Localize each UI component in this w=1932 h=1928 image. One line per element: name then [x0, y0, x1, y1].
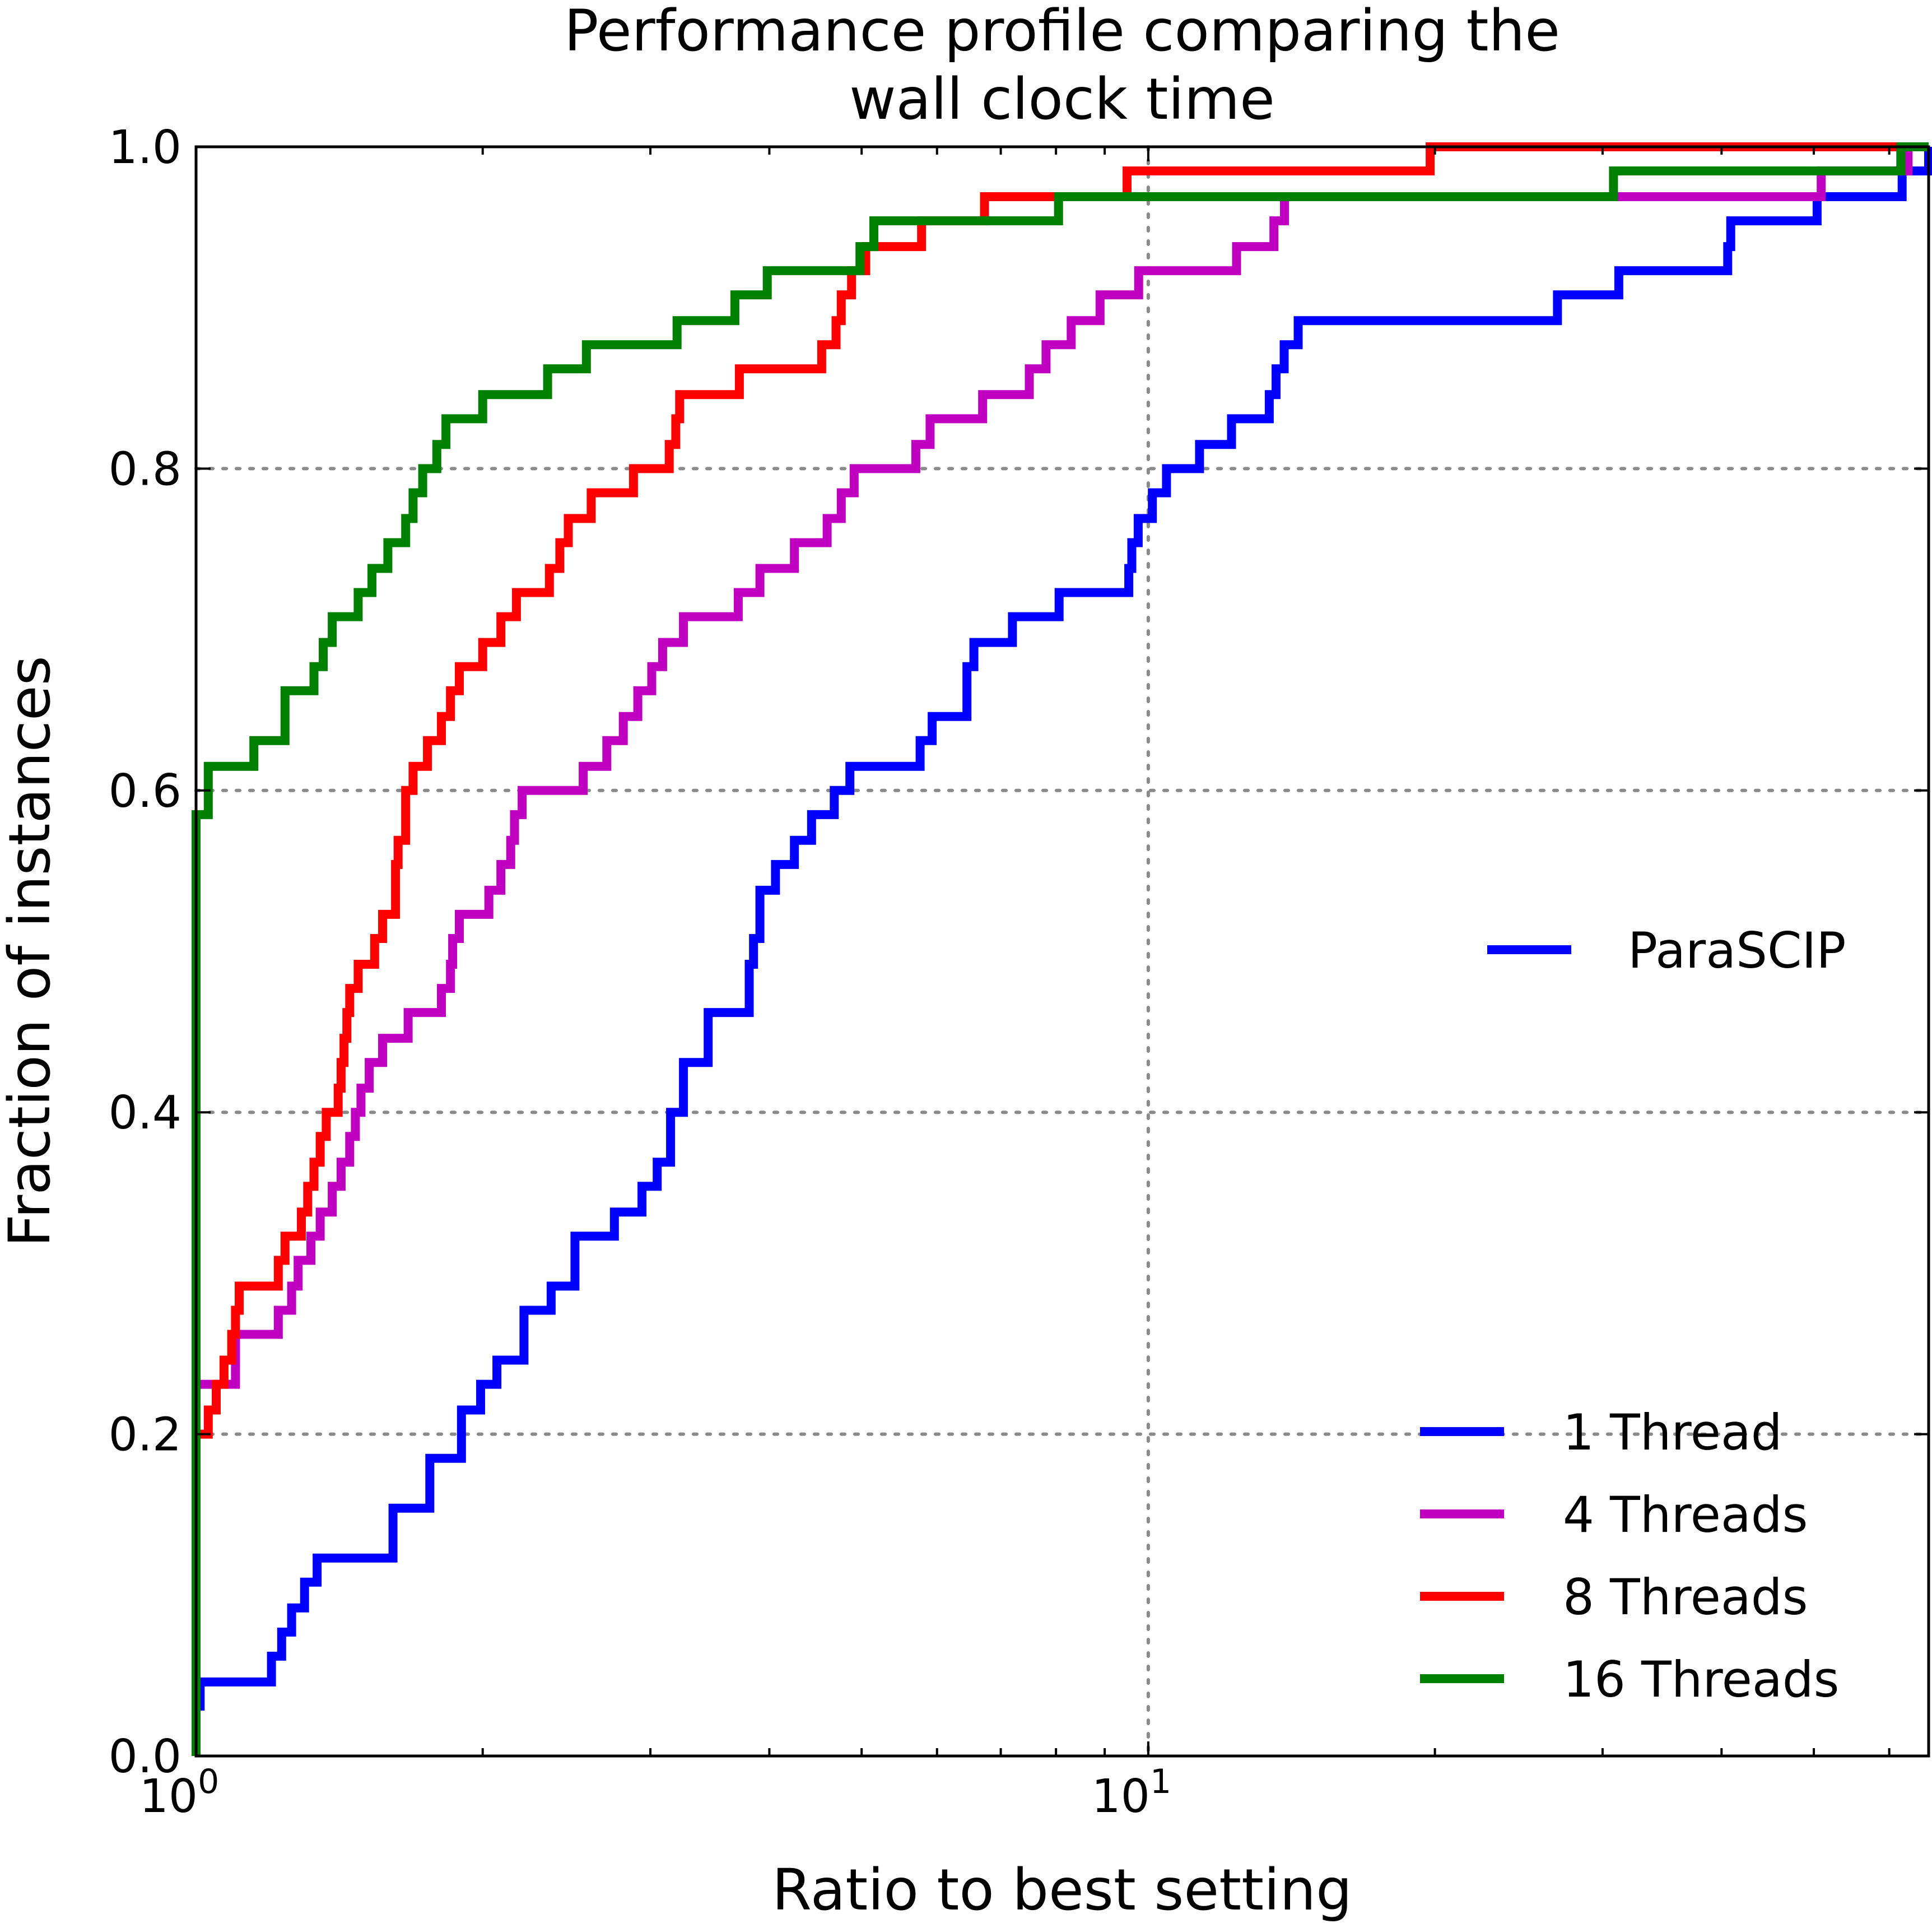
- series-line-1-thread: [192, 147, 1932, 1756]
- plot-frame: [194, 145, 1930, 1758]
- grid-lines: [194, 145, 1930, 1758]
- axis-ticks: [195, 146, 1929, 1757]
- x-tick-exponent: 0: [198, 1762, 219, 1801]
- legend-title: ParaSCIP: [1628, 922, 1846, 979]
- x-axis-title: Ratio to best setting: [772, 1857, 1352, 1924]
- series-line-4-threads: [192, 142, 1929, 1756]
- series-line-16-threads: [192, 142, 1929, 1756]
- legend-label: 4 Threads: [1563, 1486, 1808, 1544]
- legend: ParaSCIP 1 Thread 4 Threads 8 Threads 16 Th…: [1420, 922, 1846, 1708]
- x-tick-base: 10: [1092, 1770, 1150, 1823]
- x-tick-exponent: 1: [1150, 1762, 1171, 1801]
- legend-label: 16 Threads: [1563, 1651, 1840, 1708]
- y-tick-label: 0.0: [109, 1730, 181, 1783]
- x-tick-base: 10: [139, 1770, 198, 1823]
- legend-label: 1 Thread: [1563, 1404, 1782, 1461]
- y-tick-label: 0.6: [109, 765, 181, 818]
- y-tick-label: 0.2: [109, 1409, 181, 1462]
- y-tick-label: 0.8: [109, 443, 181, 496]
- chart-title-line-1: Performance profile comparing the: [564, 0, 1560, 64]
- y-tick-label: 1.0: [109, 121, 181, 174]
- x-tick-label: 100: [139, 1762, 220, 1823]
- legend-label: 8 Threads: [1563, 1568, 1808, 1626]
- series-lines: [192, 142, 1932, 1756]
- series-line-8-threads: [192, 142, 1929, 1756]
- legend-entries: 1 Thread 4 Threads 8 Threads 16 Threads: [1420, 1404, 1840, 1708]
- y-tick-label: 0.4: [109, 1086, 181, 1140]
- x-tick-label: 101: [1092, 1762, 1172, 1823]
- y-axis-title: Fraction of instances: [0, 656, 63, 1247]
- chart-title-line-2: wall clock time: [849, 66, 1275, 133]
